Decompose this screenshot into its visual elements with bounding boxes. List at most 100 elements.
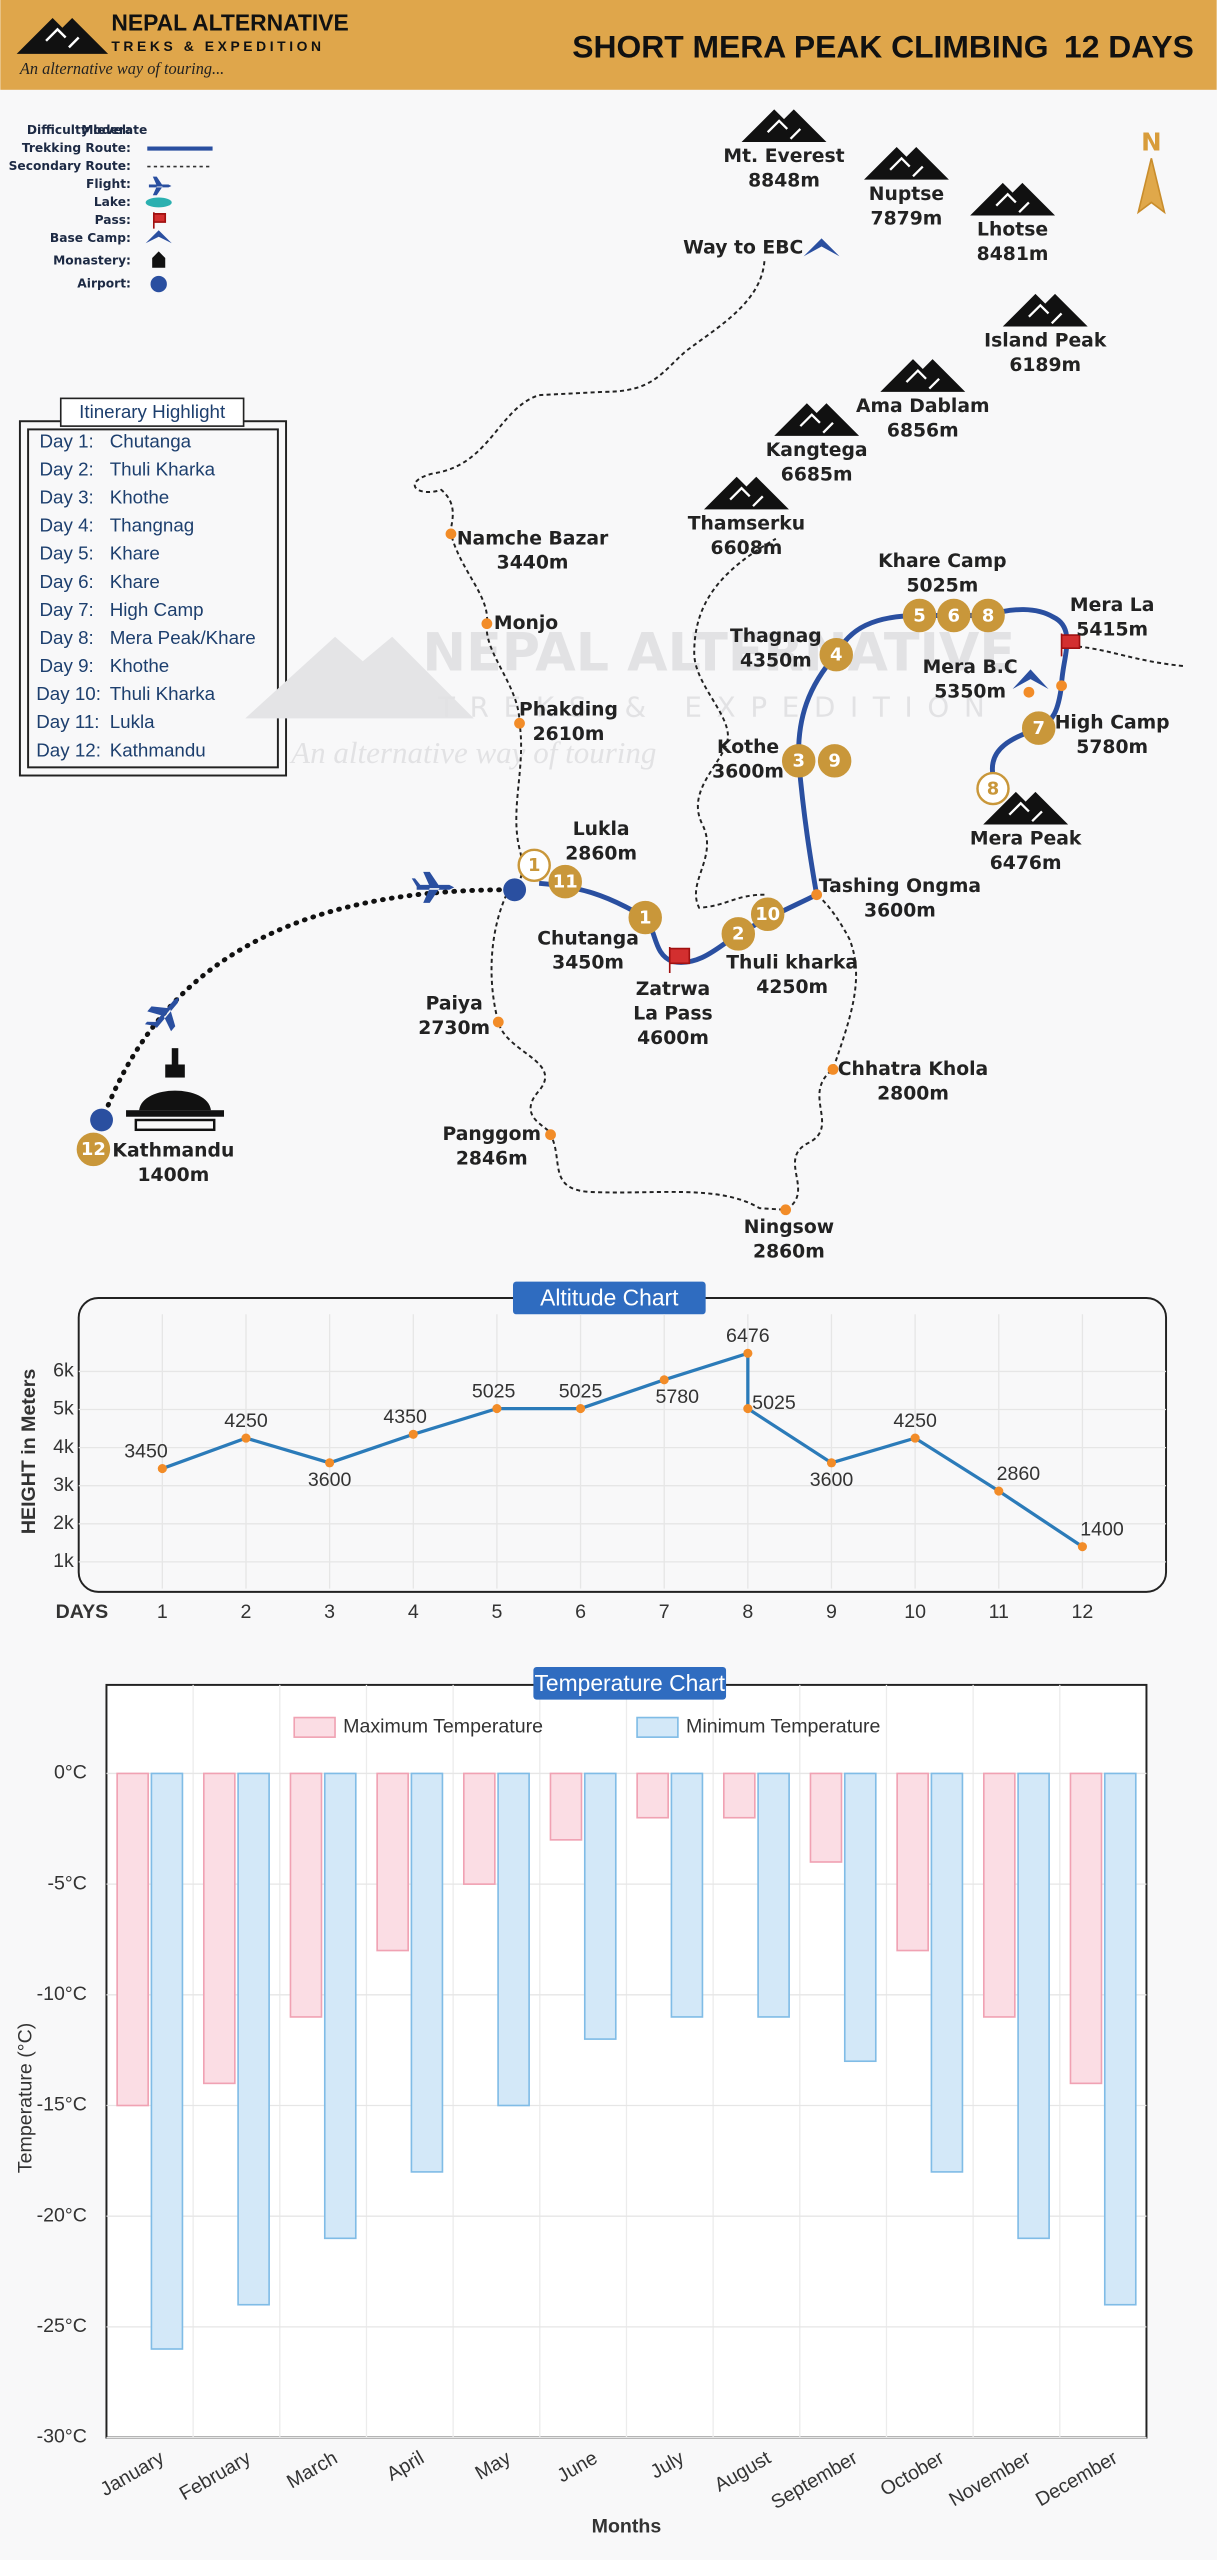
watermark-brand: NEPAL ALTERNATIVE (422, 623, 1015, 683)
y-tick-label: -15°C (37, 2094, 87, 2116)
peak-altitude: 6856m (887, 421, 959, 442)
place-altitude: 3600m (712, 762, 784, 783)
x-tick-label: 11 (989, 1601, 1009, 1623)
airport-icon (90, 1108, 113, 1132)
altitude-point (1077, 1542, 1087, 1552)
place-altitude: 2800m (877, 1083, 949, 1104)
data-label: 3450 (124, 1440, 168, 1462)
place-name: Thagnag (730, 626, 822, 647)
place-dot (811, 889, 823, 901)
bar (289, 1772, 323, 2018)
y-tick-label: 4k (53, 1436, 74, 1458)
x-tick-label: April (383, 2447, 428, 2486)
y-tick-label: -30°C (37, 2426, 87, 2448)
place-name: Thuli kharka (726, 953, 858, 974)
place-altitude: 2610m (533, 724, 605, 745)
bar (896, 1772, 929, 1952)
place-altitude: 4600m (637, 1028, 709, 1049)
place-dot (445, 528, 457, 540)
stupa (126, 1048, 225, 1132)
data-label: 4250 (224, 1410, 268, 1432)
itinerary-place: Mera Peak/Khare (110, 627, 256, 648)
day-marker-label: 1 (639, 907, 651, 928)
altitude-point (826, 1458, 837, 1468)
altitude-point (492, 1404, 502, 1414)
place-altitude: 5415m (1076, 620, 1148, 641)
itinerary-day: Day 2: (40, 458, 94, 479)
itinerary-place: Khare (110, 571, 160, 592)
bar (930, 1772, 964, 2173)
x-tick-label: May (472, 2447, 515, 2485)
y-tick-label: -10°C (37, 1983, 87, 2005)
itinerary-day: Day 8: (40, 627, 94, 648)
bar (583, 1772, 617, 2040)
way-to-ebc: Way to EBC (683, 238, 803, 259)
x-tick-label: 8 (742, 1601, 753, 1623)
place-name: Monjo (494, 613, 558, 634)
day-marker (819, 637, 853, 672)
itinerary-place: Kathmandu (110, 739, 206, 760)
bar (670, 1772, 704, 2018)
data-label: 3600 (308, 1469, 352, 1491)
bar (809, 1772, 843, 1863)
x-axis-label: DAYS (56, 1601, 109, 1623)
itinerary-place: Khothe (110, 655, 169, 676)
day-marker-label: 8 (982, 605, 994, 626)
brand-sub: TREKS & EXPEDITION (111, 38, 324, 54)
chart-title-box (533, 1666, 727, 1700)
day-marker-label: 12 (81, 1139, 106, 1160)
place-name: Khare Camp (878, 551, 1007, 572)
itinerary-place: High Camp (110, 599, 204, 620)
data-label: 4350 (383, 1406, 427, 1428)
y-tick-label: -5°C (47, 1872, 86, 1894)
altitude-point (241, 1433, 251, 1443)
bar (150, 1772, 184, 2350)
day-marker-label: 5 (913, 605, 925, 626)
x-tick-label: 3 (324, 1601, 335, 1623)
itinerary-place: Thuli Kharka (110, 683, 216, 704)
airport-icon (503, 878, 527, 902)
day-marker (721, 917, 756, 951)
day-marker-label: 9 (828, 751, 840, 772)
peak-name: Ama Dablam (856, 396, 990, 417)
altitude-point (575, 1404, 586, 1414)
x-tick-label: March (283, 2447, 341, 2493)
legend-label: Difficulty level: (27, 123, 131, 137)
legend-label: Trekking Route: (22, 141, 131, 155)
place-altitude: 4350m (740, 651, 812, 672)
x-tick-label: October (877, 2447, 949, 2501)
legend-value: Moderate (81, 123, 147, 137)
x-tick-label: 5 (491, 1601, 502, 1623)
compass-arrow (1136, 158, 1166, 215)
peak-name: Mera Peak (970, 829, 1082, 850)
data-label: 5025 (752, 1392, 796, 1414)
altitude-point (408, 1429, 418, 1439)
x-tick-label: February (176, 2447, 255, 2505)
data-label: 3600 (810, 1469, 854, 1491)
itinerary-place: Thuli Kharka (110, 458, 216, 479)
y-tick-label: 5k (53, 1398, 74, 1420)
place-name: La Pass (633, 1003, 712, 1024)
legend-label: Secondary Route: (9, 159, 131, 173)
itinerary-place: Khothe (110, 487, 169, 508)
day-marker-label: 1 (528, 855, 540, 876)
peak-snow (729, 486, 764, 507)
place-dot (780, 1204, 792, 1216)
day-marker (628, 900, 662, 935)
place-dot (827, 1064, 839, 1075)
place-altitude: 2860m (565, 843, 637, 864)
data-label: 5780 (655, 1386, 699, 1408)
peak-snow (799, 413, 834, 434)
x-tick-label: 1 (157, 1601, 168, 1623)
place-name: Kothe (717, 737, 779, 758)
legend-label: Flight: (86, 177, 131, 191)
legend-label: Base Camp: (50, 231, 131, 245)
itinerary-day: Day 11: (36, 711, 99, 732)
place-dot (1023, 686, 1035, 698)
place-name: Tashing Ongma (819, 876, 981, 897)
day-marker (1021, 711, 1056, 745)
header-band (0, 0, 1217, 90)
day-marker (76, 1132, 111, 1167)
day-marker-label: 10 (755, 904, 780, 925)
